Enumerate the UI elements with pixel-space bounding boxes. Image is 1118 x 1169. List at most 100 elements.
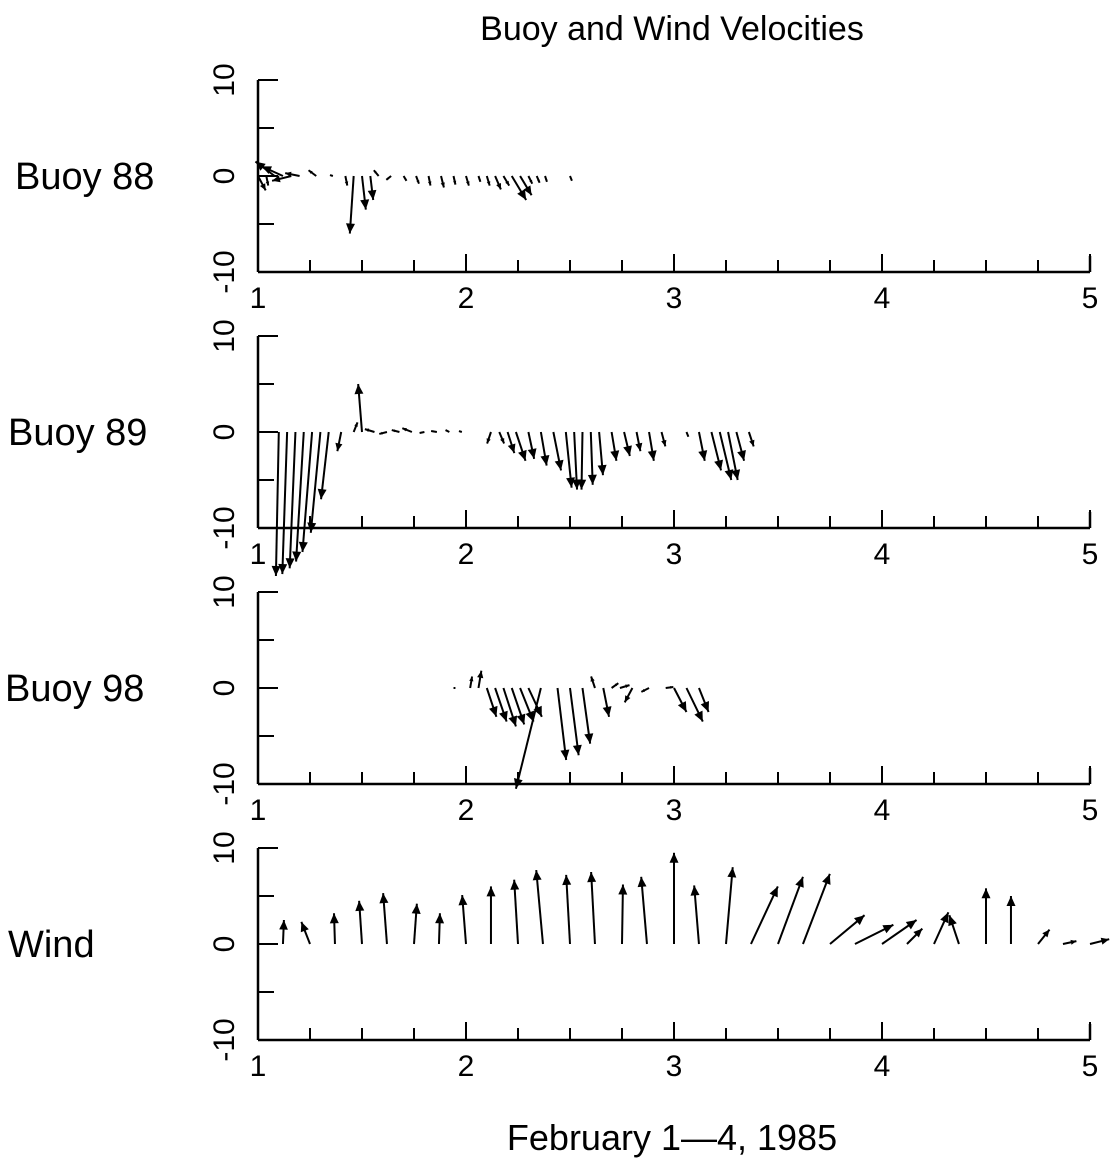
vector-head [391, 429, 396, 433]
vector-buoy-89-17 [458, 430, 463, 433]
vector-buoy-89-11 [379, 431, 388, 435]
vector-buoy-88-18 [452, 175, 457, 185]
vector-buoy-88-9 [346, 175, 355, 234]
vector-buoy-89-7 [335, 431, 343, 452]
y-tick-label-buoy-98: 0 [208, 680, 241, 697]
x-tick-label-buoy-89: 2 [458, 538, 475, 571]
vector-buoy-89-37 [710, 431, 723, 471]
vector-buoy-88-11 [367, 175, 377, 201]
x-tick-label-buoy-98: 5 [1082, 794, 1099, 827]
vector-wind-6 [435, 913, 445, 945]
y-tick-label-wind: -10 [208, 1018, 241, 1061]
vector-buoy-98-6 [510, 687, 526, 725]
vector-head [625, 684, 630, 688]
vector-head [537, 179, 540, 183]
vector-wind-9 [510, 879, 520, 945]
vector-buoy-89-15 [430, 430, 438, 433]
x-axis-label: February 1—4, 1985 [507, 1117, 837, 1158]
vector-buoy-89-31 [623, 431, 632, 457]
vector-head [610, 450, 620, 461]
vector-buoy-89-12 [391, 429, 400, 433]
vector-wind-14 [637, 876, 648, 945]
vector-buoy-98-13 [590, 676, 596, 689]
vector-buoy-98-8 [527, 687, 543, 718]
vector-head [379, 431, 383, 435]
vector-head [404, 178, 407, 181]
y-tick-label-buoy-88: 0 [208, 168, 241, 185]
vector-head [587, 474, 597, 485]
vector-head [769, 886, 778, 898]
vector-shaft [777, 876, 804, 945]
vector-head [554, 459, 564, 471]
vector-head [486, 438, 491, 444]
vector-shaft [320, 431, 330, 500]
x-tick-label-buoy-89: 4 [874, 538, 891, 571]
vector-buoy-89-20 [506, 431, 516, 454]
vector-head [677, 701, 687, 712]
vector-buoy-88-29 [569, 175, 573, 182]
panel-wind: Wind -10 0 10 1 2 3 4 5 [8, 831, 1110, 1083]
vector-buoy-89-21 [514, 431, 527, 462]
vector-head [570, 178, 572, 181]
vector-wind-15 [669, 852, 679, 944]
vector-head [440, 182, 445, 188]
vector-head [948, 915, 957, 927]
vector-head [669, 852, 679, 863]
vector-head [698, 450, 708, 461]
vector-buoy-98-18 [640, 687, 650, 693]
vector-head [545, 179, 548, 182]
vector-head [700, 701, 709, 712]
vector-buoy-88-1 [265, 175, 270, 186]
vector-buoy-98-21 [685, 687, 704, 723]
vector-head [670, 686, 674, 689]
vector-buoy-89-33 [647, 431, 657, 461]
vector-head [590, 676, 595, 682]
vector-head [354, 384, 364, 395]
vector-wind-26 [948, 914, 960, 945]
vector-head [517, 189, 527, 200]
vector-shaft [514, 687, 542, 790]
vector-head [584, 733, 594, 744]
vector-head [731, 469, 741, 480]
vector-buoy-98-5 [502, 687, 518, 727]
vector-buoy-98-15 [611, 682, 619, 689]
vector-head [255, 161, 266, 171]
vector-head [496, 183, 501, 190]
vector-head [477, 670, 484, 679]
x-tick-label-wind: 5 [1082, 1050, 1099, 1083]
vector-head [1070, 939, 1077, 945]
vector-head [486, 886, 496, 897]
vector-head [458, 895, 468, 906]
panel-buoy-89: Buoy 89 -10 0 10 1 2 3 4 5 [8, 319, 1098, 577]
vector-shaft [513, 879, 519, 945]
vector-head [373, 170, 377, 174]
vector-buoy-88-25 [519, 175, 533, 196]
vector-shaft [295, 431, 305, 562]
vector-head [428, 181, 432, 186]
vector-head [618, 884, 628, 895]
vector-head [285, 171, 292, 177]
vector-buoy-88-3 [261, 165, 284, 177]
panel-label-buoy-98: Buoy 98 [5, 668, 144, 710]
vector-wind-1 [300, 921, 311, 945]
vector-buoy-98-1 [469, 676, 474, 689]
vector-head [435, 913, 445, 924]
vector-wind-19 [777, 876, 804, 945]
vector-head [882, 924, 894, 934]
vector-buoy-88-28 [544, 175, 548, 183]
vector-buoy-98-17 [623, 687, 634, 703]
x-tick-label-wind: 1 [250, 1050, 267, 1083]
vector-head [453, 180, 457, 185]
vector-head [329, 913, 339, 924]
vector-buoy-89-10 [364, 428, 375, 433]
x-tick-label-wind: 3 [666, 1050, 683, 1083]
vector-buoy-98-14 [602, 687, 612, 717]
x-tick-label-buoy-88: 3 [666, 282, 683, 315]
vector-wind-2 [329, 913, 339, 945]
vector-head [307, 522, 317, 533]
vector-head [445, 430, 448, 432]
vector-head [505, 180, 510, 186]
x-tick-label-buoy-98: 1 [250, 794, 267, 827]
